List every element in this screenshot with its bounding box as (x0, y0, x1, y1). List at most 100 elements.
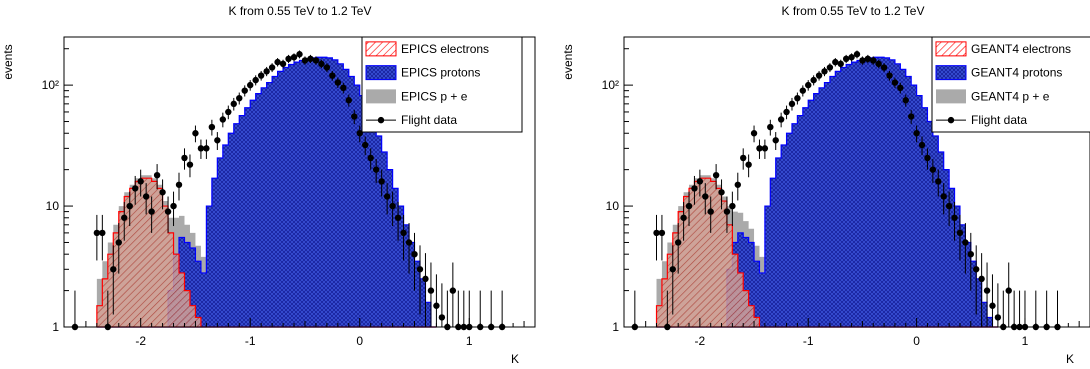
data-point (907, 113, 915, 120)
data-point (940, 193, 947, 200)
data-point (750, 130, 758, 137)
data-point (186, 161, 194, 168)
data-point (685, 202, 693, 210)
data-point (175, 181, 183, 188)
data-point (274, 58, 281, 66)
data-point (832, 58, 839, 66)
data-point (718, 189, 725, 196)
y-tick-label: 10² (42, 78, 59, 92)
legend-swatch (366, 89, 396, 104)
hist-protons-blue (96, 56, 437, 328)
data-point (983, 287, 991, 294)
y-tick-label: 1 (52, 320, 59, 334)
data-point (837, 60, 844, 68)
data-point (433, 302, 440, 309)
data-point (121, 214, 128, 221)
data-point (252, 76, 259, 84)
data-point (279, 60, 287, 68)
data-point (296, 51, 303, 58)
data-point (131, 185, 139, 192)
data-point (783, 108, 790, 116)
x-axis-label: K (1066, 352, 1074, 366)
data-point (394, 214, 402, 221)
data-point (680, 214, 687, 221)
x-axis-label: K (511, 352, 519, 366)
data-point (405, 239, 413, 246)
data-point (777, 116, 785, 123)
data-point (345, 97, 352, 104)
data-point (994, 314, 1002, 321)
data-point (159, 189, 166, 196)
data-point (870, 57, 877, 64)
legend-label: GEANT4 protons (971, 66, 1062, 80)
data-point (422, 275, 429, 283)
data-point (290, 54, 298, 61)
data-point (756, 145, 763, 152)
data-point (745, 161, 752, 168)
legend-swatch (365, 41, 397, 57)
legend-label: GEANT4 electrons (971, 42, 1071, 56)
data-point (794, 94, 801, 102)
data-point (929, 166, 937, 173)
data-point (181, 154, 188, 162)
data-point (740, 154, 747, 162)
legend-label: EPICS electrons (401, 42, 489, 56)
data-point (691, 185, 698, 192)
data-point (956, 229, 964, 237)
data-point (1005, 287, 1012, 294)
data-point (734, 181, 741, 188)
data-point (400, 229, 407, 237)
data-point (203, 145, 210, 152)
x-tick-label: 0 (913, 334, 920, 348)
x-tick-label: -2 (135, 334, 146, 348)
legend-label: Flight data (971, 113, 1027, 127)
y-axis-label: events (561, 44, 575, 79)
data-point (788, 100, 796, 108)
data-point (826, 64, 834, 71)
data-point (99, 229, 106, 237)
x-tick-label: -1 (245, 334, 256, 348)
x-tick-label: -2 (695, 334, 706, 348)
data-point (848, 54, 855, 61)
data-point (378, 178, 385, 185)
data-point (962, 239, 969, 246)
data-point (301, 57, 309, 64)
data-point (658, 229, 666, 237)
legend-swatch (935, 41, 967, 57)
data-point (148, 208, 155, 215)
data-point (853, 51, 861, 58)
legend-label: Flight data (401, 113, 457, 127)
data-point (918, 141, 926, 149)
data-point (902, 97, 909, 104)
legend-swatch (936, 89, 966, 104)
data-point (951, 214, 958, 221)
legend-label: EPICS protons (401, 66, 480, 80)
data-point (356, 130, 363, 137)
legend-label: GEANT4 p + e (971, 89, 1050, 103)
data-point (761, 145, 769, 152)
data-point (897, 84, 904, 92)
plot-frame (63, 36, 536, 328)
data-point (913, 130, 920, 137)
data-point (323, 64, 331, 71)
data-point (241, 87, 248, 94)
left-panel: K from 0.55 TeV to 1.2 TeV events K -2 -1 0 1 1… (1, 4, 536, 366)
data-point (137, 178, 144, 185)
data-point (973, 266, 980, 273)
data-point (318, 60, 325, 68)
data-point (799, 87, 807, 94)
data-point (772, 137, 779, 144)
data-point (924, 154, 931, 162)
data-point (307, 55, 314, 63)
y-tick-label: 10 (606, 199, 620, 213)
data-point (886, 72, 893, 79)
legend-swatch-marker (377, 116, 385, 124)
data-point (334, 79, 342, 86)
y-tick-label: 10² (602, 78, 619, 92)
data-point (340, 84, 347, 92)
data-point (383, 193, 391, 200)
chart-title: K from 0.55 TeV to 1.2 TeV (782, 4, 925, 18)
data-point (438, 314, 446, 321)
data-point (978, 275, 985, 283)
